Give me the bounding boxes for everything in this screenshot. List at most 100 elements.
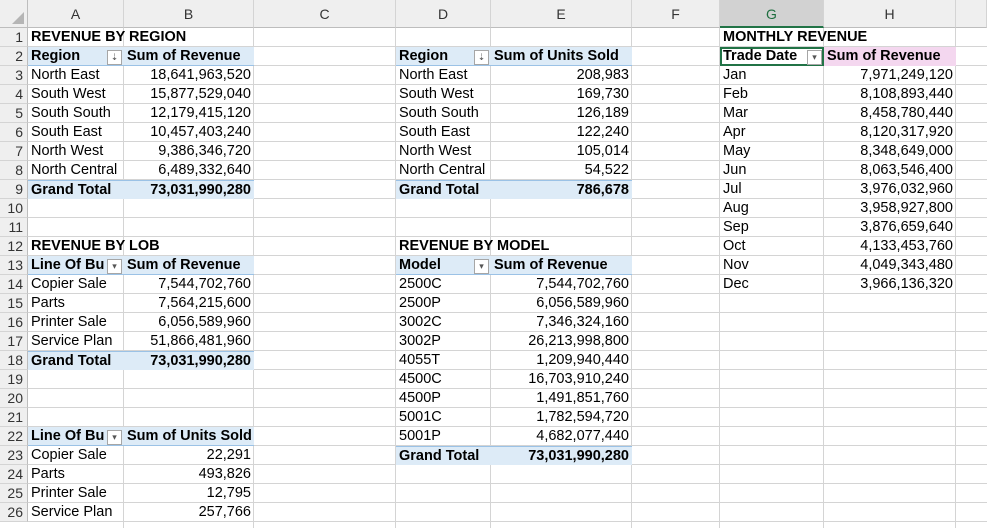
column-header-g[interactable]: G [720,0,824,28]
pivot-row-label[interactable]: North Central [399,162,486,178]
select-all-corner[interactable] [0,0,28,28]
pivot-header-value-label[interactable]: Sum of Units Sold [491,47,632,66]
pivot-row-value[interactable]: 8,108,893,440 [860,86,953,102]
pivot-row-value[interactable]: 8,120,317,920 [860,124,953,140]
pivot-row-value[interactable]: 12,179,415,120 [150,105,251,121]
pivot-row-value[interactable]: 54,522 [584,162,629,178]
pivot-header-value-label[interactable]: Sum of Revenue [824,47,956,66]
pivot-row-label[interactable]: Printer Sale [31,485,107,501]
row-header-2[interactable]: 2 [0,47,28,66]
pivot-row-label[interactable]: Sep [723,219,749,235]
row-header-5[interactable]: 5 [0,104,28,123]
pivot-row-value[interactable]: 493,826 [198,466,251,482]
column-header-a[interactable]: A [28,0,124,28]
pivot-header-row-label[interactable]: Model [396,256,491,275]
pivot-row-label[interactable]: Mar [723,105,748,121]
row-header-21[interactable]: 21 [0,408,28,427]
filter-dropdown-icon[interactable]: ▾ [107,259,122,274]
pivot-row-label[interactable]: May [723,143,751,159]
pivot-row-label[interactable]: Printer Sale [31,314,107,330]
pivot-header-row-label[interactable]: Line Of Bu [28,427,124,446]
sort-filter-icon[interactable]: ⇣ [474,50,489,65]
pivot-row-value[interactable]: 3,876,659,640 [860,219,953,235]
row-header-6[interactable]: 6 [0,123,28,142]
pivot-row-value[interactable]: 22,291 [206,447,251,463]
pivot-row-value[interactable]: 7,564,215,600 [158,295,251,311]
pivot-row-label[interactable]: North Central [31,162,118,178]
column-header-e[interactable]: E [491,0,632,28]
pivot-row-label[interactable]: 3002P [399,333,441,349]
sort-filter-icon[interactable]: ⇣ [107,50,122,65]
pivot-row-value[interactable]: 51,866,481,960 [150,333,251,349]
row-header-9[interactable]: 9 [0,180,28,199]
pivot-row-value[interactable]: 105,014 [576,143,629,159]
pivot-row-label[interactable]: 5001C [399,409,442,425]
pivot-title[interactable]: MONTHLY REVENUE [723,29,868,45]
pivot-row-value[interactable]: 10,457,403,240 [150,124,251,140]
row-header-3[interactable]: 3 [0,66,28,85]
pivot-row-label[interactable]: North East [399,67,468,83]
pivot-row-label[interactable]: 4500P [399,390,441,406]
pivot-row-value[interactable]: 26,213,998,800 [528,333,629,349]
pivot-row-value[interactable]: 4,133,453,760 [860,238,953,254]
row-header-1[interactable]: 1 [0,28,28,47]
row-header-18[interactable]: 18 [0,351,28,370]
row-header-17[interactable]: 17 [0,332,28,351]
column-header-d[interactable]: D [396,0,491,28]
pivot-row-value[interactable]: 8,063,546,400 [860,162,953,178]
pivot-row-label[interactable]: Parts [31,295,65,311]
column-header-f[interactable]: F [632,0,720,28]
pivot-row-label[interactable]: North East [31,67,100,83]
row-header-20[interactable]: 20 [0,389,28,408]
pivot-row-label[interactable]: North West [31,143,104,159]
pivot-row-label[interactable]: Jun [723,162,747,178]
pivot-title[interactable]: REVENUE BY LOB [31,238,160,254]
pivot-row-label[interactable]: 4055T [399,352,441,368]
pivot-row-value[interactable]: 257,766 [198,504,251,520]
pivot-header-row-label[interactable]: Trade Date [720,47,824,66]
pivot-header-row-label[interactable]: Line Of Bu [28,256,124,275]
grand-total-label[interactable]: Grand Total [396,446,491,465]
pivot-row-label[interactable]: Copier Sale [31,447,107,463]
pivot-header-value-label[interactable]: Sum of Units Sold [124,427,254,446]
pivot-row-label[interactable]: 2500P [399,295,441,311]
pivot-row-label[interactable]: 3002C [399,314,442,330]
column-header-h[interactable]: H [824,0,956,28]
pivot-row-value[interactable]: 7,971,249,120 [860,67,953,83]
pivot-row-label[interactable]: Aug [723,200,749,216]
pivot-row-value[interactable]: 1,209,940,440 [536,352,629,368]
pivot-row-value[interactable]: 4,682,077,440 [536,428,629,444]
pivot-row-label[interactable]: Nov [723,257,749,273]
pivot-row-label[interactable]: 5001P [399,428,441,444]
filter-dropdown-icon[interactable]: ▾ [474,259,489,274]
row-header-15[interactable]: 15 [0,294,28,313]
pivot-header-value-label[interactable]: Sum of Revenue [491,256,632,275]
pivot-row-value[interactable]: 6,056,589,960 [158,314,251,330]
pivot-row-label[interactable]: Feb [723,86,748,102]
pivot-row-label[interactable]: South South [31,105,111,121]
row-header-24[interactable]: 24 [0,465,28,484]
pivot-row-value[interactable]: 3,966,136,320 [860,276,953,292]
pivot-header-value-label[interactable]: Sum of Revenue [124,256,254,275]
pivot-row-value[interactable]: 4,049,343,480 [860,257,953,273]
row-header-16[interactable]: 16 [0,313,28,332]
pivot-row-value[interactable]: 3,958,927,800 [860,200,953,216]
pivot-row-label[interactable]: Oct [723,238,746,254]
pivot-row-value[interactable]: 3,976,032,960 [860,181,953,197]
pivot-row-value[interactable]: 16,703,910,240 [528,371,629,387]
pivot-row-value[interactable]: 15,877,529,040 [150,86,251,102]
pivot-header-row-label[interactable]: Region [396,47,491,66]
pivot-row-label[interactable]: South West [399,86,474,102]
pivot-row-label[interactable]: Apr [723,124,746,140]
column-header-c[interactable]: C [254,0,396,28]
row-header-13[interactable]: 13 [0,256,28,275]
row-header-11[interactable]: 11 [0,218,28,237]
row-header-12[interactable]: 12 [0,237,28,256]
pivot-row-label[interactable]: Jul [723,181,742,197]
pivot-row-value[interactable]: 7,544,702,760 [158,276,251,292]
row-header-10[interactable]: 10 [0,199,28,218]
pivot-row-label[interactable]: Jan [723,67,747,83]
row-header-8[interactable]: 8 [0,161,28,180]
pivot-row-value[interactable]: 7,346,324,160 [536,314,629,330]
row-header-23[interactable]: 23 [0,446,28,465]
